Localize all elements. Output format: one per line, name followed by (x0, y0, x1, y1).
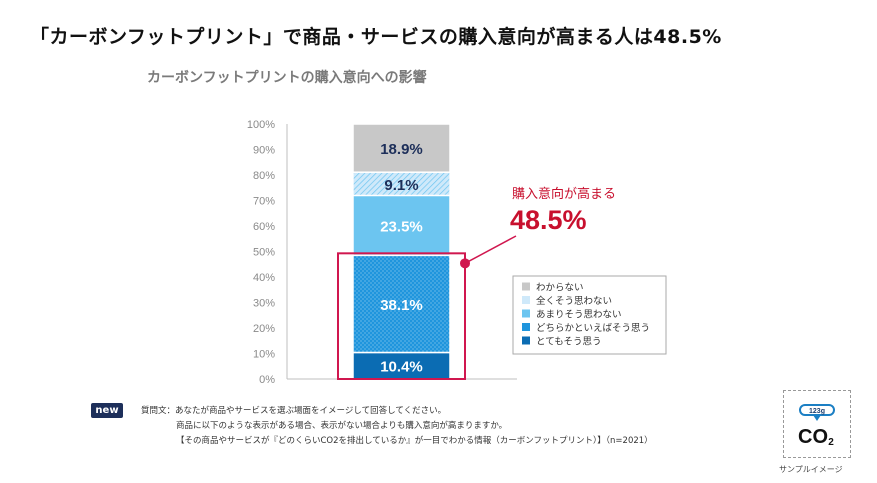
bar-segment-1 (352, 254, 451, 354)
y-tick-label: 40% (253, 272, 275, 284)
sample-image-frame: 123g CO 2 (783, 390, 851, 458)
sample-image-label: サンプルイメージ (779, 465, 843, 474)
chart-title: カーボンフットプリントの購入意向への影響 (147, 70, 427, 86)
bar-segment-2 (352, 194, 451, 257)
data-label-4: 18.9% (380, 141, 423, 158)
sample-co2-text: CO (798, 426, 828, 448)
svg-text:わからない: わからない (536, 283, 584, 294)
headline: 「カーボンフットプリント」で商品・サービスの購入意向が高まる人は48.5% (30, 26, 722, 48)
y-tick-label: 0% (259, 374, 275, 386)
sample-badge-text: 123g (809, 408, 825, 415)
svg-text:あまりそう思わない: あまりそう思わない (536, 310, 622, 321)
svg-text:とてもそう思う: とてもそう思う (536, 337, 602, 348)
bar-segment-4 (352, 123, 451, 173)
annotation-label: 購入意向が高まる (512, 186, 616, 201)
y-tick-label: 30% (253, 298, 275, 310)
co2-label-icon: 123g CO 2 (798, 404, 835, 448)
legend-item-4: とてもそう思う (522, 336, 602, 348)
data-label-3: 9.1% (384, 177, 418, 194)
callout-line (464, 235, 517, 264)
annotation-value: 48.5% (510, 205, 587, 235)
note-question: 質問文：あなたが商品やサービスを選ぶ場面をイメージして回答してください。 (141, 406, 447, 416)
bar-segment-3 (352, 171, 451, 197)
new-badge: new (91, 403, 123, 418)
y-tick-label: 100% (247, 119, 275, 131)
note-info: 【その商品やサービスが『どのくらいCO2を排出しているか』が一目でわかる情報（カ… (176, 436, 653, 446)
y-tick-label: 10% (253, 349, 275, 361)
data-label-2: 23.5% (380, 218, 423, 235)
y-tick-label: 90% (253, 145, 275, 157)
callout-dot (460, 258, 470, 269)
y-tick-label: 80% (253, 170, 275, 182)
note-condition: 商品に以下のような表示がある場合、表示がない場合よりも購入意向が高まりますか。 (176, 421, 508, 431)
bar-segment-0 (352, 351, 451, 380)
highlight-frame (337, 252, 466, 380)
svg-text:全くそう思わない: 全くそう思わない (536, 295, 612, 307)
legend-item-1: 全くそう思わない (522, 295, 612, 307)
data-label-1: 38.1% (380, 297, 423, 314)
y-tick-label: 70% (253, 196, 275, 208)
y-tick-label: 50% (253, 247, 275, 259)
legend-item-2: あまりそう思わない (522, 309, 622, 321)
y-tick-label: 60% (253, 221, 275, 233)
sample-co2-subscript: 2 (828, 437, 834, 448)
legend-box (512, 275, 667, 355)
data-label-0: 10.4% (380, 359, 423, 376)
svg-text:どちらかといえばそう思う: どちらかといえばそう思う (536, 323, 650, 334)
y-tick-label: 20% (253, 323, 275, 335)
legend-item-0: わからない (522, 282, 584, 294)
legend-item-3: どちらかといえばそう思う (522, 323, 650, 334)
